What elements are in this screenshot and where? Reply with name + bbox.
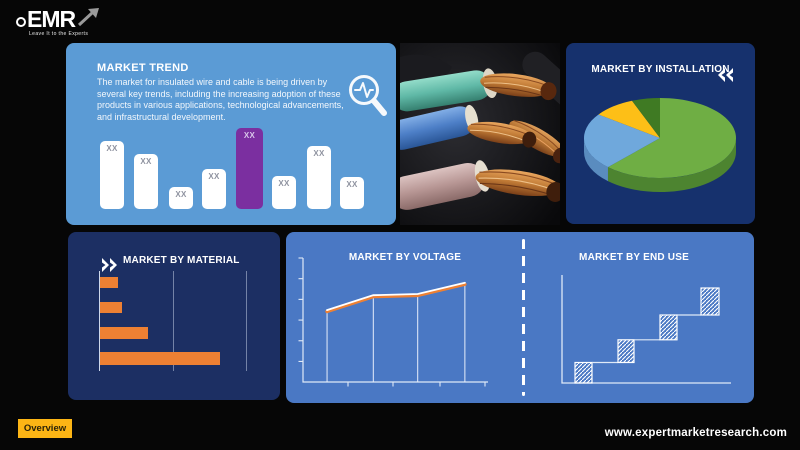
voltage-axes bbox=[302, 258, 488, 383]
step-box bbox=[700, 287, 720, 316]
bar-value-label: XX bbox=[313, 149, 325, 158]
step-box bbox=[574, 361, 593, 384]
material-bar bbox=[100, 277, 118, 288]
logo-tagline: Leave It to the Experts bbox=[29, 30, 89, 37]
market-by-installation-panel: MARKET BY INSTALLATION bbox=[566, 43, 755, 224]
overview-tab-button[interactable]: Overview bbox=[18, 419, 72, 438]
material-bar bbox=[100, 302, 122, 313]
voltage-enduse-panel: MARKET BY VOLTAGE MARKET BY END USE bbox=[286, 232, 754, 403]
logo-text: EMR bbox=[27, 6, 76, 32]
voltage-line-plot bbox=[325, 281, 467, 382]
pie-slice bbox=[598, 100, 660, 138]
dashed-separator bbox=[522, 239, 525, 396]
step-box bbox=[617, 339, 635, 364]
bar-value-label: XX bbox=[346, 180, 358, 189]
trend-bar: XX bbox=[202, 169, 226, 209]
voltage-axis-ticks bbox=[298, 257, 486, 387]
trend-bar: XX bbox=[169, 187, 193, 209]
step-box bbox=[659, 314, 678, 341]
market-by-installation-title: MARKET BY INSTALLATION bbox=[591, 64, 730, 76]
material-y-axis bbox=[99, 271, 100, 371]
voltage-enduse-charts bbox=[298, 257, 731, 387]
enduse-axes bbox=[561, 275, 731, 384]
emr-logo: EMR Leave It to the Experts bbox=[16, 6, 106, 49]
material-gridline bbox=[246, 271, 247, 371]
cables-illustration bbox=[386, 43, 593, 225]
trend-bar: XX bbox=[134, 154, 158, 209]
magnifier-pulse-icon bbox=[349, 75, 387, 116]
pie-slice bbox=[607, 98, 736, 178]
trend-bar: XX bbox=[272, 176, 296, 209]
bar-value-label: XX bbox=[175, 190, 187, 199]
trend-bar: XX bbox=[100, 141, 124, 209]
material-bar bbox=[100, 327, 148, 339]
trend-bar: XX bbox=[307, 146, 331, 209]
logo-arrow-icon bbox=[77, 8, 99, 27]
enduse-step-plot bbox=[574, 287, 720, 384]
market-trend-body: The market for insulated wire and cable … bbox=[97, 77, 344, 123]
market-by-voltage-title: MARKET BY VOLTAGE bbox=[348, 252, 462, 264]
market-trend-panel: MARKET TREND The market for insulated wi… bbox=[66, 43, 396, 225]
double-arrow-right-icon bbox=[102, 258, 117, 272]
bar-value-label: XX bbox=[106, 144, 118, 153]
market-by-material-panel: MARKET BY MATERIAL bbox=[68, 232, 280, 400]
market-trend-title: MARKET TREND bbox=[97, 62, 189, 75]
logo-ring-icon bbox=[16, 16, 26, 27]
website-url[interactable]: www.expertmarketresearch.com bbox=[604, 427, 787, 439]
market-by-end-use-title: MARKET BY END USE bbox=[579, 252, 689, 264]
pie-slice bbox=[632, 98, 660, 138]
trend-bar-highlight: XX bbox=[236, 128, 263, 209]
material-bar bbox=[100, 352, 220, 365]
cables-photo bbox=[386, 43, 593, 225]
material-gridline bbox=[173, 271, 174, 371]
pie-slice bbox=[583, 114, 660, 168]
trend-bar: XX bbox=[340, 177, 364, 209]
bar-value-label: XX bbox=[243, 131, 256, 140]
installation-pie-chart bbox=[583, 98, 736, 193]
bar-value-label: XX bbox=[278, 179, 290, 188]
market-by-material-title: MARKET BY MATERIAL bbox=[123, 255, 240, 267]
bar-value-label: XX bbox=[208, 172, 220, 181]
double-arrow-left-icon bbox=[718, 68, 733, 82]
bar-value-label: XX bbox=[140, 157, 152, 166]
